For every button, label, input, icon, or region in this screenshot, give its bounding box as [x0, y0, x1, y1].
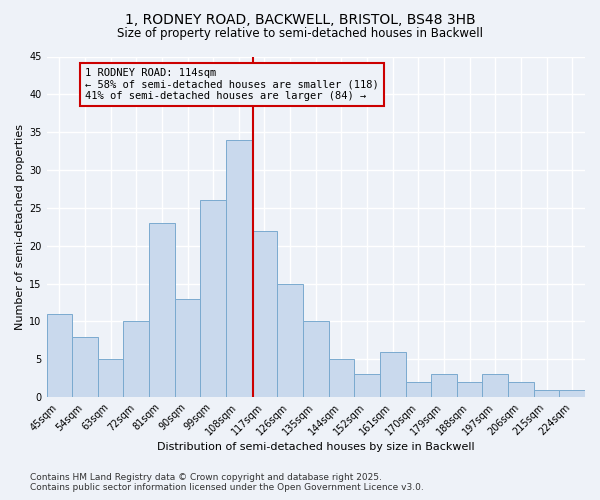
- Bar: [457, 382, 482, 397]
- Bar: [406, 382, 431, 397]
- Bar: [380, 352, 406, 397]
- Bar: [124, 322, 149, 397]
- Text: Size of property relative to semi-detached houses in Backwell: Size of property relative to semi-detach…: [117, 28, 483, 40]
- Bar: [277, 284, 303, 397]
- Bar: [508, 382, 534, 397]
- Text: 1, RODNEY ROAD, BACKWELL, BRISTOL, BS48 3HB: 1, RODNEY ROAD, BACKWELL, BRISTOL, BS48 …: [125, 12, 475, 26]
- Bar: [329, 360, 354, 397]
- Bar: [431, 374, 457, 397]
- Y-axis label: Number of semi-detached properties: Number of semi-detached properties: [15, 124, 25, 330]
- Bar: [72, 336, 98, 397]
- Bar: [303, 322, 329, 397]
- Bar: [251, 230, 277, 397]
- Text: Contains HM Land Registry data © Crown copyright and database right 2025.
Contai: Contains HM Land Registry data © Crown c…: [30, 473, 424, 492]
- Bar: [559, 390, 585, 397]
- Bar: [354, 374, 380, 397]
- Bar: [534, 390, 559, 397]
- Bar: [175, 299, 200, 397]
- Bar: [149, 223, 175, 397]
- Bar: [226, 140, 251, 397]
- Text: 1 RODNEY ROAD: 114sqm
← 58% of semi-detached houses are smaller (118)
41% of sem: 1 RODNEY ROAD: 114sqm ← 58% of semi-deta…: [85, 68, 379, 101]
- Bar: [98, 360, 124, 397]
- Bar: [200, 200, 226, 397]
- Bar: [482, 374, 508, 397]
- Bar: [47, 314, 72, 397]
- X-axis label: Distribution of semi-detached houses by size in Backwell: Distribution of semi-detached houses by …: [157, 442, 475, 452]
